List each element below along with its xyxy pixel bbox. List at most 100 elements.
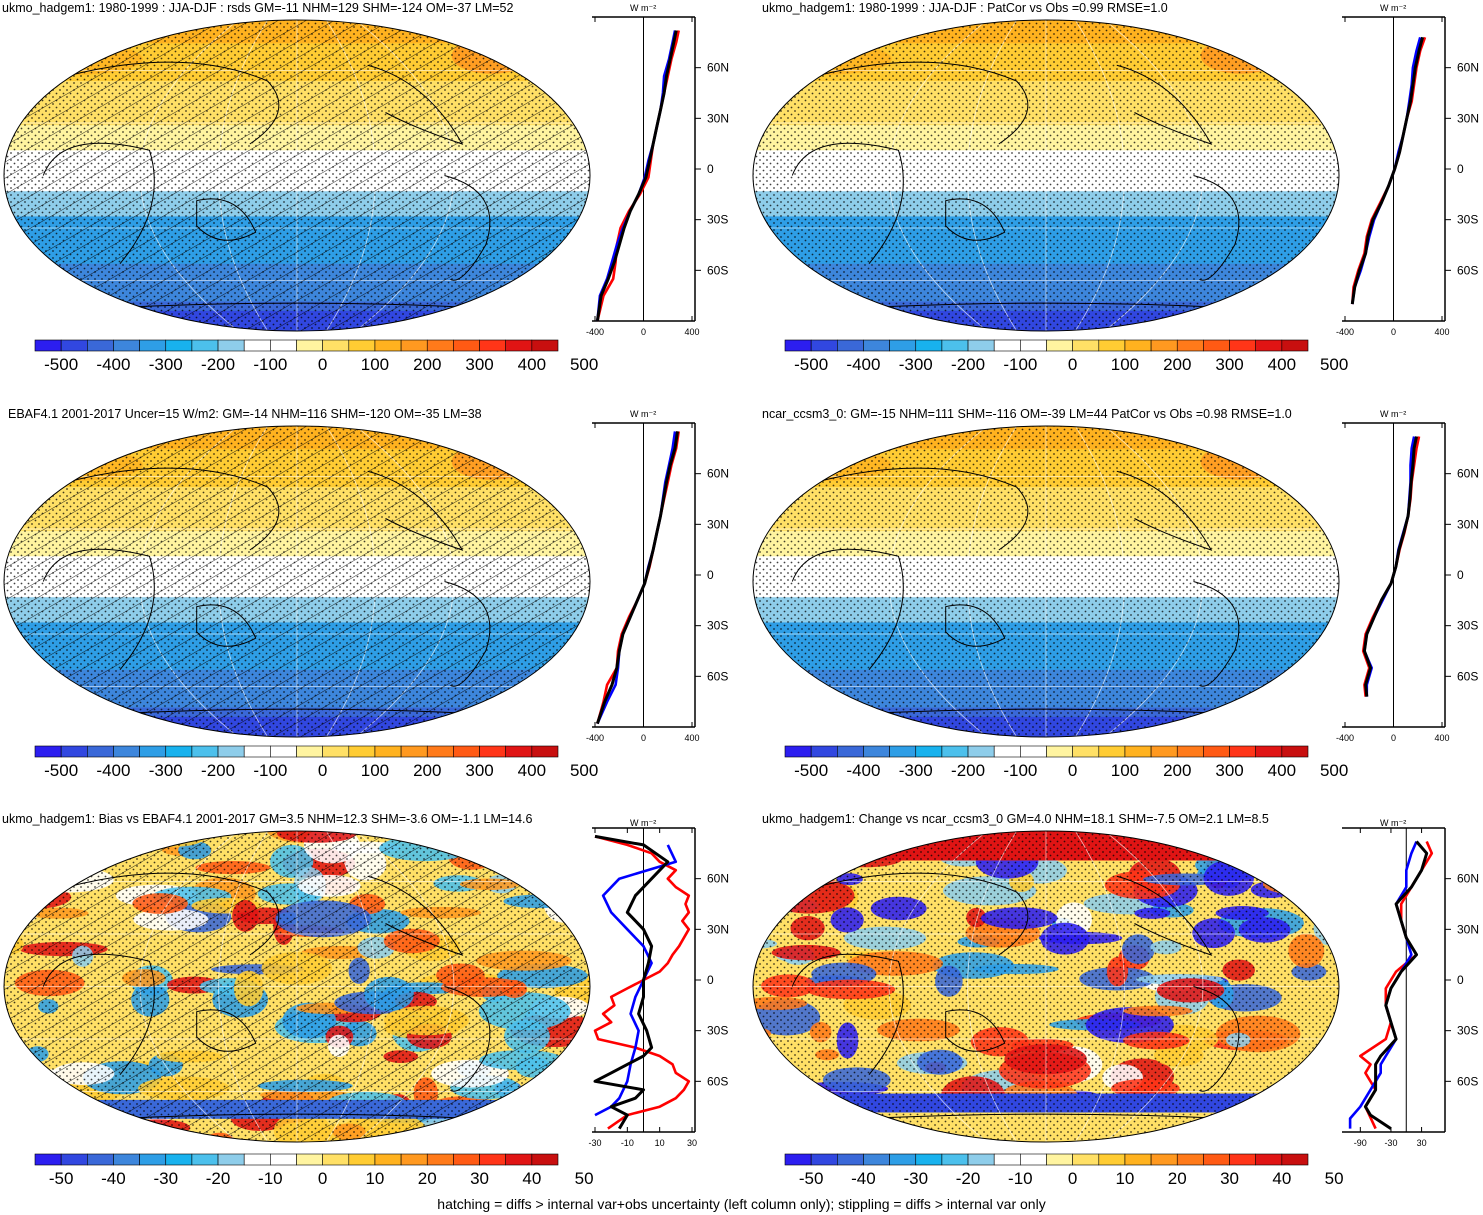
- colorbar-swatch: [993, 339, 1021, 352]
- colorbar-tick-label: 40: [1272, 1169, 1292, 1188]
- colorbar-swatch: [1229, 1153, 1256, 1166]
- colorbar-swatch: [1176, 339, 1204, 352]
- colorbar-swatch: [1150, 745, 1178, 758]
- profile-ytick-label: 0: [1457, 973, 1464, 987]
- colorbar-swatch: [1124, 745, 1152, 758]
- colorbar-swatch: [374, 339, 402, 352]
- colorbar-tick-label: -400: [846, 761, 881, 780]
- colorbar-swatch: [322, 339, 350, 352]
- colorbar-swatch: [784, 339, 812, 352]
- world-map: [3, 830, 591, 1143]
- colorbar-tick-label: -20: [955, 1169, 981, 1188]
- colorbar-swatch: [479, 1153, 506, 1166]
- colorbar-swatch: [113, 339, 140, 352]
- colorbar-tick-label: -100: [253, 355, 288, 374]
- colorbar-swatches: [784, 745, 1309, 758]
- colorbar-tick-label: 0: [1067, 355, 1078, 374]
- profile-unit-label: W m⁻²: [630, 818, 657, 828]
- colorbar-swatch: [426, 339, 454, 352]
- colorbar-swatch: [1020, 1153, 1047, 1166]
- profile-ytick-label: 30S: [707, 213, 728, 227]
- colorbar-tick-label: -10: [1008, 1169, 1033, 1188]
- figure-footer: hatching = diffs > internal var+obs unce…: [437, 1196, 1046, 1212]
- colorbar-swatch: [505, 339, 533, 352]
- profile-xtick-label: -90: [1354, 1138, 1367, 1148]
- colorbar-swatch: [531, 745, 559, 758]
- colorbar-tick-label: 400: [517, 761, 547, 780]
- profile-line-black: [1363, 840, 1429, 1130]
- colorbar-swatch: [863, 339, 890, 352]
- colorbar-tick-label: 100: [360, 355, 390, 374]
- profile-xtick-label: -400: [1336, 733, 1354, 743]
- colorbar-swatches: [784, 339, 1309, 352]
- colorbar-swatch: [426, 1153, 454, 1166]
- map-hatching: [4, 426, 590, 737]
- colorbar-swatch: [1150, 339, 1178, 352]
- profile-ytick-label: 30N: [707, 922, 729, 936]
- colorbar-tick-label: -200: [201, 355, 236, 374]
- profile-ytick-label: 0: [707, 162, 714, 176]
- colorbar-tick-label: 30: [1220, 1169, 1240, 1188]
- colorbar-swatch: [34, 1153, 62, 1166]
- profile-ytick-label: 0: [1457, 162, 1464, 176]
- colorbar-swatch: [270, 339, 297, 352]
- profile-ytick-label: 60N: [1457, 872, 1479, 886]
- profile-line-black: [593, 834, 670, 1130]
- colorbar-tick-label: 10: [365, 1169, 385, 1188]
- colorbar-swatch: [217, 745, 245, 758]
- profile-xtick-label: -400: [586, 327, 604, 337]
- colorbar-swatch: [531, 339, 559, 352]
- colorbar-swatch: [296, 745, 323, 758]
- colorbar: -500 -400 -300 -200 -100 0 100 200 300 400 500: [0, 339, 598, 379]
- colorbar-tick-label: -30: [153, 1169, 179, 1188]
- profile-ytick-label: 60S: [707, 669, 728, 683]
- profile-ytick-label: 60N: [1457, 467, 1479, 481]
- colorbar-swatch: [889, 1153, 917, 1166]
- profile-ytick-label: 30N: [1457, 922, 1479, 936]
- colorbar-swatch: [453, 339, 480, 352]
- colorbar-swatch: [34, 339, 62, 352]
- profile-xtick-label: -400: [1336, 327, 1354, 337]
- colorbar-swatch: [400, 339, 428, 352]
- profile-line-black: [595, 30, 678, 322]
- colorbar-swatches: [34, 745, 559, 758]
- colorbar-tick-label: 100: [360, 761, 390, 780]
- colorbar-swatch: [1098, 339, 1126, 352]
- colorbar-tick-label: 0: [1067, 1169, 1078, 1188]
- profile-ytick-label: 30S: [707, 619, 728, 633]
- colorbar-swatch: [993, 1153, 1021, 1166]
- profile-ytick-label: 30S: [1457, 1024, 1478, 1038]
- colorbar-swatch: [191, 1153, 219, 1166]
- colorbar-tick-label: -400: [96, 355, 131, 374]
- profile-xtick-label: -30: [1384, 1138, 1397, 1148]
- colorbar-tick-label: 500: [1319, 761, 1349, 780]
- colorbar-swatch: [139, 1153, 167, 1166]
- profile-ytick-label: 60S: [707, 1074, 728, 1088]
- colorbar-swatch: [1020, 339, 1047, 352]
- colorbar-tick-label: 500: [569, 761, 599, 780]
- colorbar-swatch: [165, 1153, 193, 1166]
- colorbar-tick-label: -50: [48, 1169, 74, 1188]
- colorbar-swatch: [1046, 1153, 1073, 1166]
- colorbar-swatch: [784, 745, 812, 758]
- colorbar-tick-label: 400: [1267, 355, 1297, 374]
- profile-xtick-label: 400: [684, 327, 699, 337]
- colorbar-swatch: [60, 339, 88, 352]
- zonal-mean-profile: 60N 30N 0 30S 60S -400 0 400: [1336, 16, 1479, 337]
- colorbar-swatch: [60, 1153, 88, 1166]
- profile-ytick-label: 30N: [1457, 517, 1479, 531]
- world-map: [3, 425, 591, 738]
- colorbar-swatch: [889, 339, 917, 352]
- colorbar-tick-label: -100: [1003, 355, 1038, 374]
- colorbar-tick-label: 400: [517, 355, 547, 374]
- colorbar: -50 -40 -30 -20 -10 0 10 20 30 40 50: [750, 1153, 1344, 1193]
- colorbar-swatch: [1255, 745, 1283, 758]
- panel-title: ukmo_hadgem1: 1980-1999 : JJA-DJF : rsds…: [2, 1, 514, 15]
- colorbar-swatch: [1229, 745, 1256, 758]
- colorbar-swatch: [165, 339, 193, 352]
- colorbar-tick-label: 0: [1067, 761, 1078, 780]
- colorbar-tick-label: -300: [148, 355, 183, 374]
- profile-frame: [592, 422, 696, 728]
- colorbar-swatch: [322, 745, 350, 758]
- colorbar-tick-label: -300: [898, 761, 933, 780]
